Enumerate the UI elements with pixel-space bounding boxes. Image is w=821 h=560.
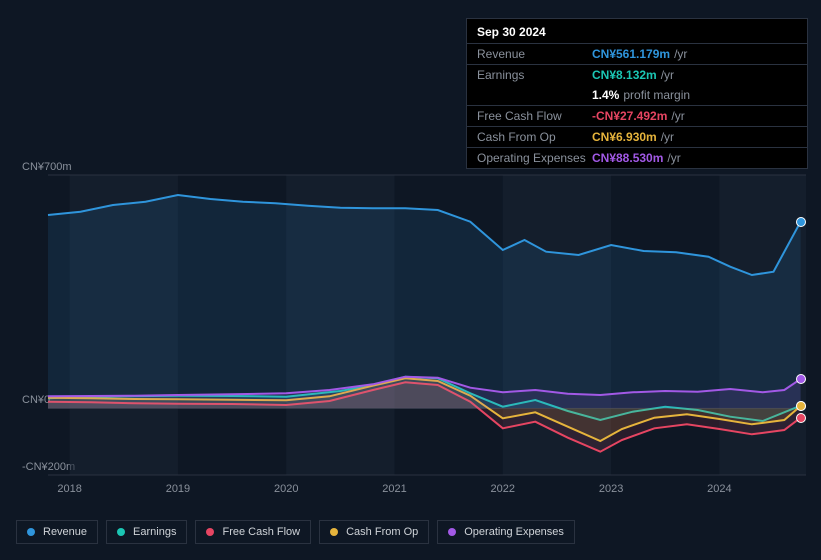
legend-label: Free Cash Flow [222,526,300,538]
tooltip-row: EarningsCN¥8.132m/yr [467,64,807,85]
tooltip-row-suffix: /yr [671,109,684,123]
y-axis-label: CN¥0 [22,394,50,406]
tooltip-row-label: Earnings [477,68,592,82]
legend-item[interactable]: Operating Expenses [437,520,575,544]
legend-label: Operating Expenses [464,526,564,538]
tooltip-row-label [477,88,592,102]
legend-item[interactable]: Revenue [16,520,98,544]
tooltip-row-value: CN¥6.930m [592,130,657,144]
tooltip-row-value: CN¥561.179m [592,47,670,61]
legend-item[interactable]: Free Cash Flow [195,520,311,544]
legend-label: Revenue [43,526,87,538]
tooltip-row-label: Operating Expenses [477,151,592,165]
tooltip-row-value: 1.4% [592,88,619,102]
y-axis-label: CN¥700m [22,161,72,173]
tooltip-row-suffix: /yr [674,47,687,61]
legend-item[interactable]: Cash From Op [319,520,429,544]
tooltip-row-suffix: /yr [667,151,680,165]
legend-label: Earnings [133,526,176,538]
tooltip-row-suffix: profit margin [623,88,690,102]
legend-dot [330,528,338,536]
tooltip-row: 1.4% profit margin [467,85,807,105]
legend: Revenue Earnings Free Cash Flow Cash From O… [16,520,575,544]
tooltip-row: Free Cash Flow-CN¥27.492m/yr [467,105,807,126]
series-end-marker [796,374,806,384]
legend-dot [27,528,35,536]
x-axis-label: 2023 [599,483,623,495]
tooltip-row-label: Cash From Op [477,130,592,144]
legend-label: Cash From Op [346,526,418,538]
series-end-marker [796,217,806,227]
legend-dot [117,528,125,536]
x-axis-label: 2024 [707,483,731,495]
x-axis-label: 2018 [57,483,81,495]
x-axis-label: 2019 [166,483,190,495]
tooltip-row-label: Free Cash Flow [477,109,592,123]
tooltip-row-value: -CN¥27.492m [592,109,667,123]
tooltip-row: Cash From OpCN¥6.930m/yr [467,126,807,147]
tooltip-row-label: Revenue [477,47,592,61]
x-axis-label: 2022 [491,483,515,495]
legend-dot [448,528,456,536]
tooltip-date: Sep 30 2024 [467,19,807,43]
chart-plot [48,175,806,475]
tooltip-row-value: CN¥8.132m [592,68,657,82]
series-end-marker [796,413,806,423]
tooltip-row: Operating ExpensesCN¥88.530m/yr [467,147,807,168]
hover-tooltip: Sep 30 2024RevenueCN¥561.179m/yrEarnings… [466,18,808,169]
tooltip-row-value: CN¥88.530m [592,151,663,165]
legend-dot [206,528,214,536]
tooltip-row-suffix: /yr [661,130,674,144]
x-axis-label: 2021 [382,483,406,495]
tooltip-row: RevenueCN¥561.179m/yr [467,43,807,64]
tooltip-row-suffix: /yr [661,68,674,82]
x-axis-label: 2020 [274,483,298,495]
legend-item[interactable]: Earnings [106,520,187,544]
series-end-marker [796,401,806,411]
